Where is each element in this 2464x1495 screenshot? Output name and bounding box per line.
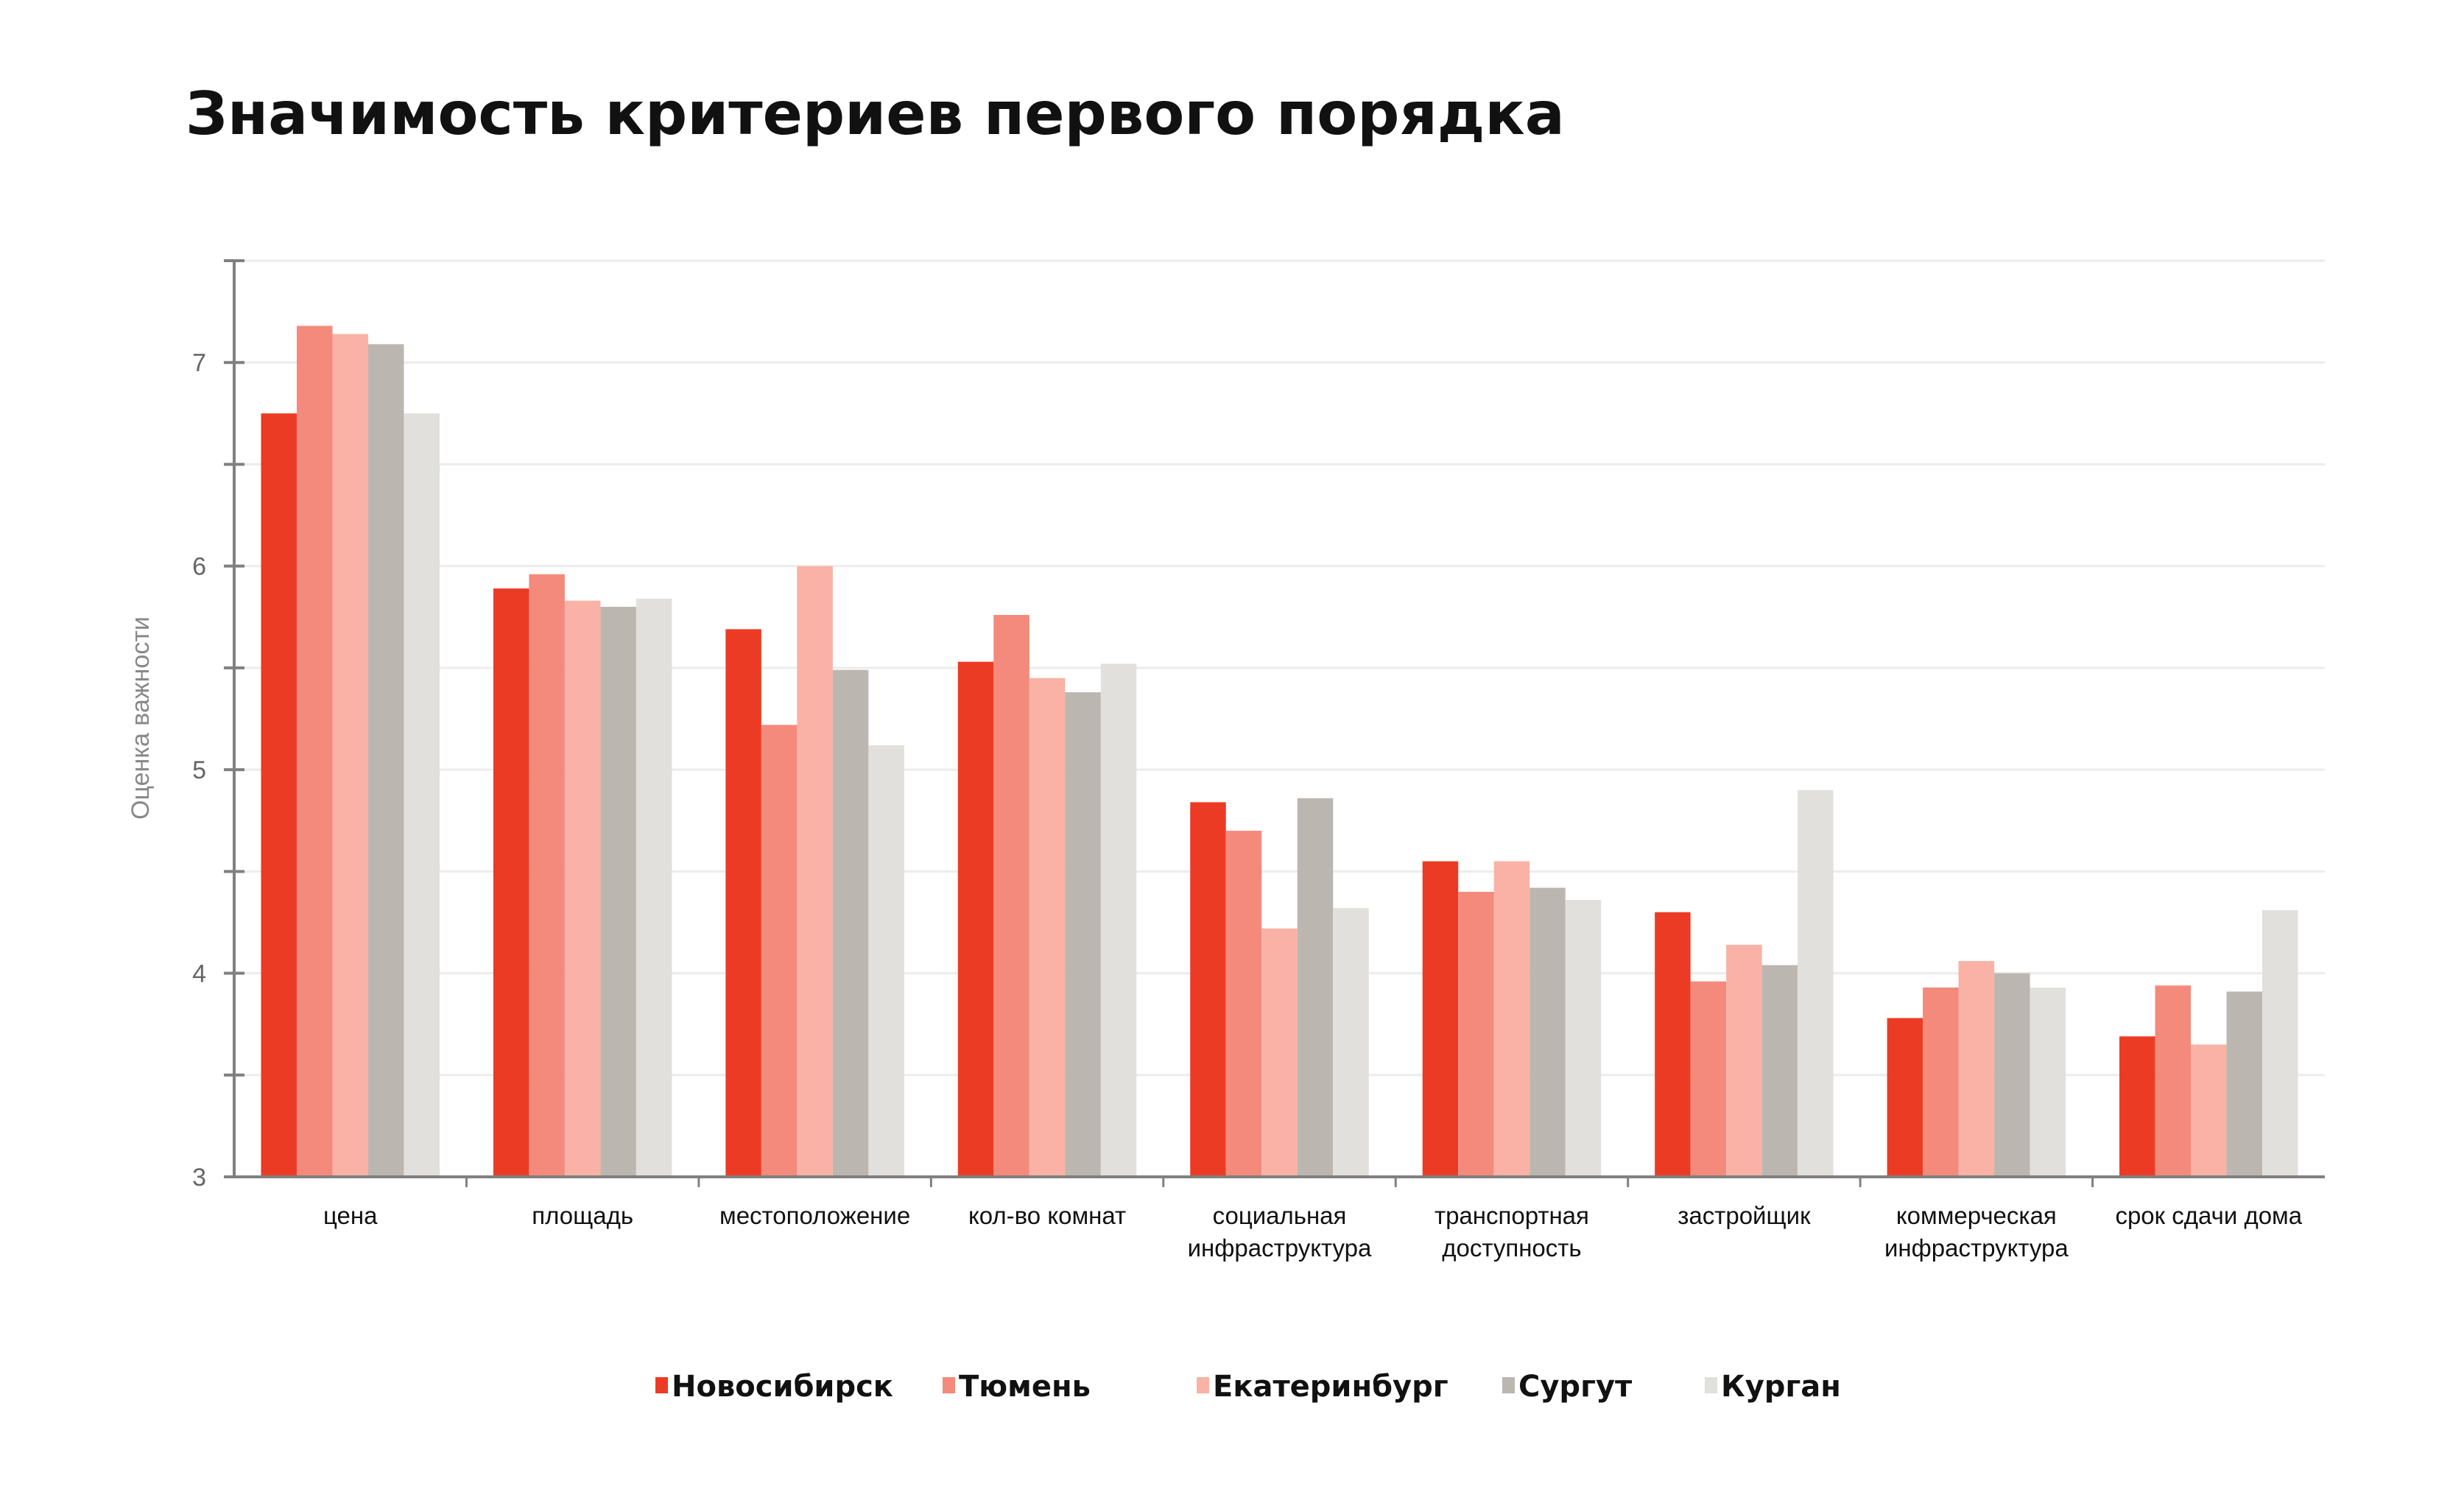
bar-Екатеринбург-8 [2191, 1044, 2227, 1177]
bar-Тюмень-0 [296, 326, 333, 1178]
legend-swatch [1705, 1377, 1717, 1393]
bar-Тюмень-7 [1923, 987, 1959, 1177]
bar-Сургут-7 [1994, 973, 2030, 1177]
bar-Сургут-0 [367, 344, 404, 1177]
category-label: инфраструктура [1884, 1234, 2069, 1262]
bar-Екатеринбург-7 [1958, 960, 1995, 1177]
legend-label: Новосибирск [672, 1370, 893, 1404]
category-label: инфраструктура [1188, 1234, 1372, 1262]
category-label: срок сдачи дома [2115, 1202, 2302, 1229]
bar-Екатеринбург-1 [564, 600, 601, 1177]
bar-Екатеринбург-0 [332, 334, 368, 1177]
legend-label: Тюмень [959, 1370, 1091, 1404]
bar-Курган-3 [1100, 664, 1137, 1177]
y-tick-label: 6 [192, 553, 206, 581]
bar-Тюмень-8 [2155, 985, 2192, 1177]
bar-Екатеринбург-4 [1261, 928, 1298, 1177]
bar-Курган-2 [868, 745, 904, 1177]
category-label: площадь [532, 1202, 633, 1229]
bar-Тюмень-1 [529, 574, 565, 1177]
bar-Екатеринбург-6 [1726, 944, 1762, 1177]
bar-Курган-8 [2262, 910, 2298, 1177]
bar-Тюмень-5 [1458, 891, 1494, 1177]
category-label: социальная [1213, 1202, 1347, 1229]
category-label: цена [323, 1202, 378, 1229]
legend-swatch [1502, 1377, 1515, 1393]
category-label: местоположение [719, 1202, 910, 1229]
bar-Новосибирск-8 [2119, 1036, 2155, 1177]
bar-Курган-5 [1565, 900, 1602, 1177]
y-tick-label: 5 [192, 756, 206, 784]
legend-swatch [943, 1377, 955, 1393]
bar-Курган-7 [2030, 987, 2066, 1177]
bar-Сургут-3 [1065, 692, 1101, 1177]
category-label: доступность [1442, 1234, 1581, 1262]
bar-Курган-4 [1333, 908, 1369, 1177]
bar-Тюмень-6 [1690, 981, 1727, 1177]
bar-Курган-1 [636, 598, 672, 1177]
bar-Новосибирск-2 [725, 629, 761, 1177]
bar-Сургут-5 [1530, 887, 1566, 1177]
y-tick-label: 7 [192, 349, 206, 377]
bar-Новосибирск-6 [1655, 912, 1691, 1177]
bar-Тюмень-4 [1225, 831, 1262, 1177]
bar-Новосибирск-4 [1190, 802, 1226, 1177]
legend-label: Екатеринбург [1213, 1370, 1449, 1404]
bar-Екатеринбург-2 [797, 566, 833, 1177]
bar-Сургут-8 [2226, 991, 2263, 1177]
bar-Новосибирск-3 [957, 661, 994, 1177]
y-tick-label: 4 [192, 960, 206, 988]
bar-Тюмень-2 [761, 725, 798, 1177]
chart-title: Значимость критериев первого порядка [186, 80, 1565, 148]
bar-Новосибирск-1 [493, 588, 529, 1177]
bar-Сургут-1 [600, 606, 636, 1177]
legend-label: Сургут [1518, 1370, 1633, 1404]
category-label: кол-во комнат [968, 1202, 1126, 1229]
bar-Сургут-2 [832, 669, 869, 1177]
bar-Курган-6 [1798, 789, 1834, 1177]
y-axis-label: Оценка важности [127, 616, 155, 820]
bar-Екатеринбург-3 [1029, 678, 1066, 1177]
bar-Сургут-6 [1761, 965, 1798, 1177]
bar-Тюмень-3 [993, 615, 1029, 1177]
bar-Сургут-4 [1297, 798, 1334, 1177]
legend-swatch [1197, 1377, 1209, 1393]
bar-Новосибирск-5 [1422, 861, 1459, 1177]
legend-label: Курган [1721, 1370, 1841, 1404]
bar-Новосибирск-0 [261, 413, 297, 1178]
bar-Курган-0 [404, 413, 440, 1178]
bar-Новосибирск-7 [1887, 1018, 1923, 1177]
bar-Екатеринбург-5 [1493, 861, 1530, 1177]
category-label: транспортная [1435, 1202, 1589, 1229]
legend-swatch [655, 1377, 668, 1393]
category-label: коммерческая [1896, 1202, 2057, 1229]
category-label: застройщик [1678, 1202, 1811, 1229]
y-tick-label: 3 [192, 1164, 206, 1192]
